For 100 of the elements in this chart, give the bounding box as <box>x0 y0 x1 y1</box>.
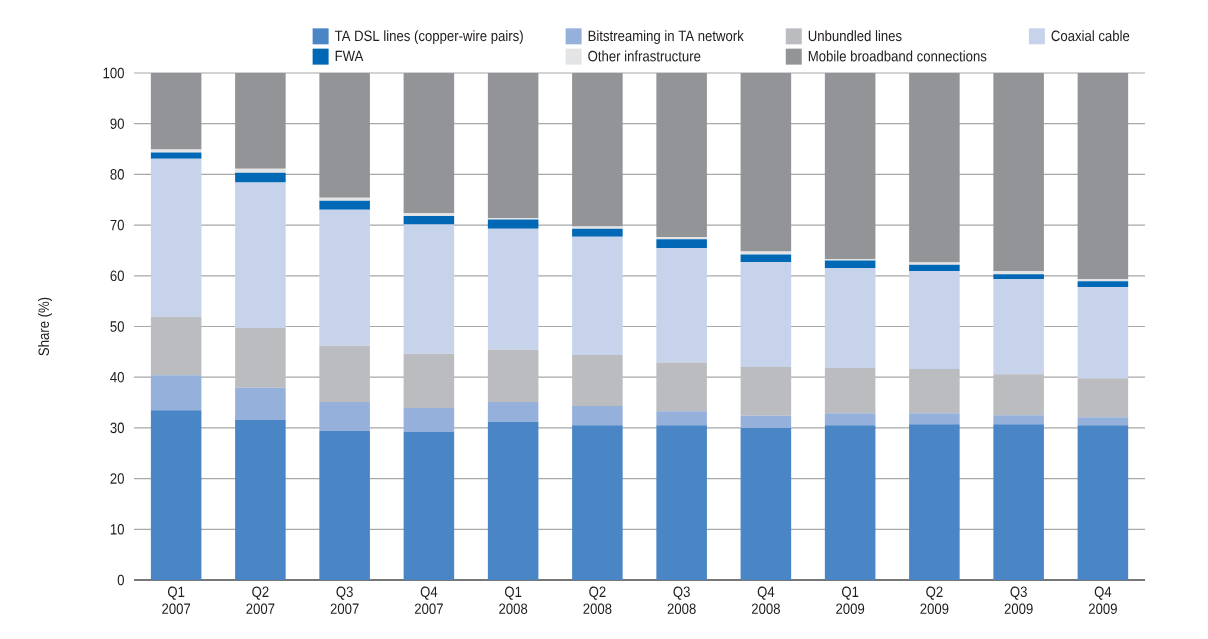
y-tick-label: 90 <box>110 118 124 129</box>
bar <box>319 430 370 580</box>
bar <box>403 72 455 213</box>
y-tick-label: 100 <box>103 67 124 79</box>
bar <box>403 224 455 354</box>
bar <box>235 328 286 388</box>
bar <box>1077 72 1129 280</box>
x-tick-label: Q2 2007 <box>246 586 275 615</box>
legend-label: TA DSL lines (copper-wire pairs) <box>334 30 523 45</box>
bar <box>319 402 370 431</box>
bar <box>824 413 876 426</box>
bar <box>487 228 539 350</box>
x-tick-label: Q2 2009 <box>920 586 949 615</box>
bar <box>824 72 876 260</box>
bar <box>403 431 455 580</box>
bar <box>319 200 370 210</box>
bar <box>909 413 960 425</box>
bar <box>235 387 286 420</box>
bar <box>909 369 960 414</box>
x-tick-label: Q4 2007 <box>414 586 443 615</box>
bar <box>909 264 960 272</box>
legend-label: Other infrastructure <box>588 50 701 62</box>
bar <box>487 349 539 403</box>
bar <box>487 72 539 218</box>
bar <box>740 72 792 252</box>
bar <box>740 415 792 428</box>
bar <box>824 268 876 369</box>
bar <box>656 72 707 238</box>
bar <box>656 237 707 240</box>
bar <box>403 408 455 432</box>
bar <box>1077 281 1129 287</box>
bar <box>319 197 370 201</box>
bar <box>150 72 202 150</box>
bar <box>319 209 370 346</box>
bar <box>993 374 1044 416</box>
bar <box>150 152 202 159</box>
y-tick-label: 70 <box>110 219 124 231</box>
bar <box>824 368 876 414</box>
bar <box>487 402 539 422</box>
legend-label: Coaxial cable <box>1051 30 1130 42</box>
bar <box>150 375 202 411</box>
y-tick-label: 20 <box>110 473 124 484</box>
bar <box>403 215 455 225</box>
y-tick-label: 80 <box>110 169 124 180</box>
x-tick-label: Q4 2008 <box>751 586 780 615</box>
bar <box>403 212 455 216</box>
bar <box>150 316 202 376</box>
bar <box>656 362 707 412</box>
y-axis-title: Share (%) <box>38 297 53 356</box>
bar <box>572 228 623 237</box>
bar <box>824 425 876 580</box>
x-tick-label: Q3 2008 <box>667 586 696 615</box>
y-tick-label: 40 <box>110 371 124 383</box>
bar <box>572 425 623 580</box>
x-tick-label: Q2 2008 <box>583 586 612 615</box>
legend-label: Bitstreaming in TA network <box>588 30 744 45</box>
x-tick-label: Q1 2007 <box>162 586 191 615</box>
bar <box>740 262 792 368</box>
y-tick-label: 30 <box>110 422 124 434</box>
bar <box>993 271 1044 275</box>
bar <box>572 72 623 227</box>
x-tick-label: Q1 2009 <box>836 586 865 615</box>
y-tick-label: 60 <box>110 270 124 282</box>
bar <box>150 149 202 153</box>
x-tick-label: Q1 2008 <box>499 586 528 615</box>
bar <box>235 172 286 183</box>
bar <box>656 425 707 580</box>
bar <box>993 279 1044 375</box>
bar <box>487 219 539 229</box>
bar <box>993 72 1044 272</box>
bar <box>824 260 876 269</box>
bar <box>1077 279 1129 282</box>
bar <box>319 345 370 403</box>
bar <box>993 274 1044 280</box>
bar <box>909 262 960 265</box>
bar <box>740 427 792 580</box>
bar <box>235 182 286 328</box>
bar <box>235 72 286 169</box>
legend-label: Unbundled lines <box>808 30 902 42</box>
bar <box>150 158 202 317</box>
x-tick-label: Q3 2007 <box>330 586 359 615</box>
bar <box>1077 417 1129 426</box>
y-tick-label: 50 <box>110 321 124 332</box>
legend-label: Mobile broadband connections <box>808 50 987 62</box>
bar <box>740 254 792 263</box>
x-tick-label: Q4 2009 <box>1088 586 1117 615</box>
bar <box>235 168 286 173</box>
bar <box>909 72 960 263</box>
bar <box>1077 378 1129 418</box>
bar <box>1077 425 1129 580</box>
x-tick-label: Q3 2009 <box>1004 586 1033 615</box>
bar <box>909 271 960 370</box>
bar <box>150 410 202 580</box>
bar <box>319 72 370 198</box>
bar <box>740 251 792 255</box>
bar <box>572 354 623 407</box>
bar <box>993 415 1044 425</box>
bar <box>656 239 707 248</box>
y-tick-label: 0 <box>117 574 124 586</box>
bar <box>235 419 286 580</box>
